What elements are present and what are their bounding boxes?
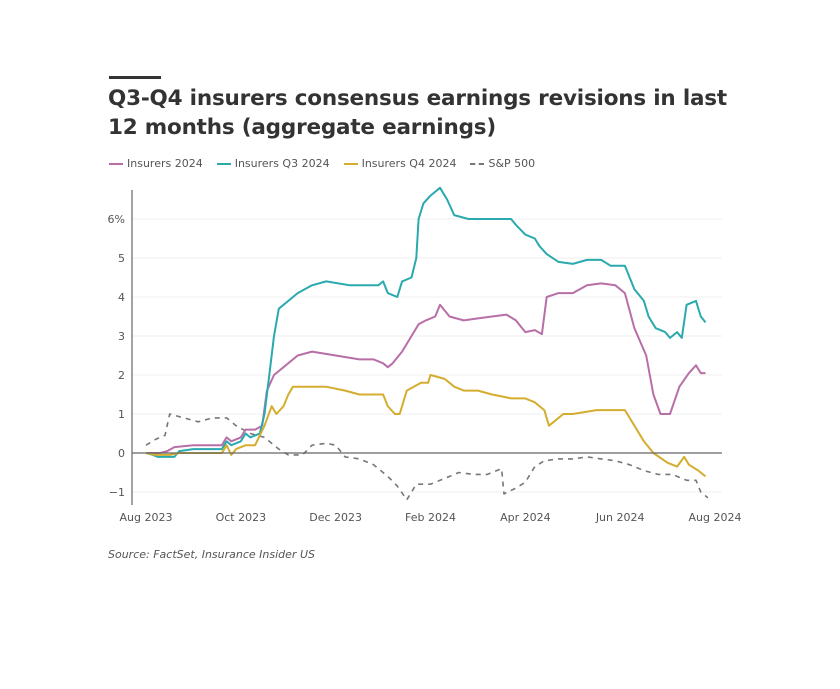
y-tick-label: 0 [118,447,125,460]
series-line-insurers-2024 [146,282,706,454]
legend-swatch [343,162,358,165]
y-tick-label: 5 [118,252,125,265]
legend-swatch [216,162,231,165]
y-tick-label: 1 [118,408,125,421]
legend: Insurers 2024 Insurers Q3 2024 Insurers Q4… [109,157,535,170]
legend-label: Insurers 2024 [127,157,203,170]
legend-item: S&P 500 [470,157,535,170]
legend-item: Insurers Q4 2024 [343,157,457,170]
source-note: Source: FactSet, Insurance Insider US [108,548,315,561]
legend-swatch [109,162,123,165]
x-tick-label: Aug 2023 [120,511,173,524]
title-accent-rule [109,76,161,79]
x-tick-label: Aug 2024 [689,511,742,524]
y-axis-ticks: 6% 5 4 3 2 1 0 −1 [108,213,125,499]
series-line-insurers-q4-2024 [145,374,707,478]
series-lines [145,186,709,501]
series-line-insurers-q3-2024 [145,186,707,458]
legend-label: Insurers Q3 2024 [234,157,330,170]
x-tick-label: Jun 2024 [595,511,645,524]
legend-item: Insurers 2024 [109,157,203,170]
series-line-s-p-500 [145,413,709,501]
x-tick-label: Oct 2023 [216,511,267,524]
y-tick-label: 4 [118,291,125,304]
y-tick-label: 2 [118,369,125,382]
x-tick-label: Apr 2024 [500,511,551,524]
y-tick-label: 3 [118,330,125,343]
legend-label: Insurers Q4 2024 [361,157,457,170]
gridlines [132,218,722,493]
x-tick-label: Feb 2024 [405,511,456,524]
legend-item: Insurers Q3 2024 [216,157,330,170]
legend-swatch [470,162,485,165]
x-tick-label: Dec 2023 [309,511,362,524]
x-axis-ticks: Aug 2023 Oct 2023 Dec 2023 Feb 2024 Apr 2024… [120,511,742,524]
legend-label: S&P 500 [488,157,536,170]
y-tick-label: 6% [108,213,125,226]
chart-title: Q3-Q4 insurers consensus earnings revisi… [108,86,727,140]
y-tick-label: −1 [109,486,125,499]
